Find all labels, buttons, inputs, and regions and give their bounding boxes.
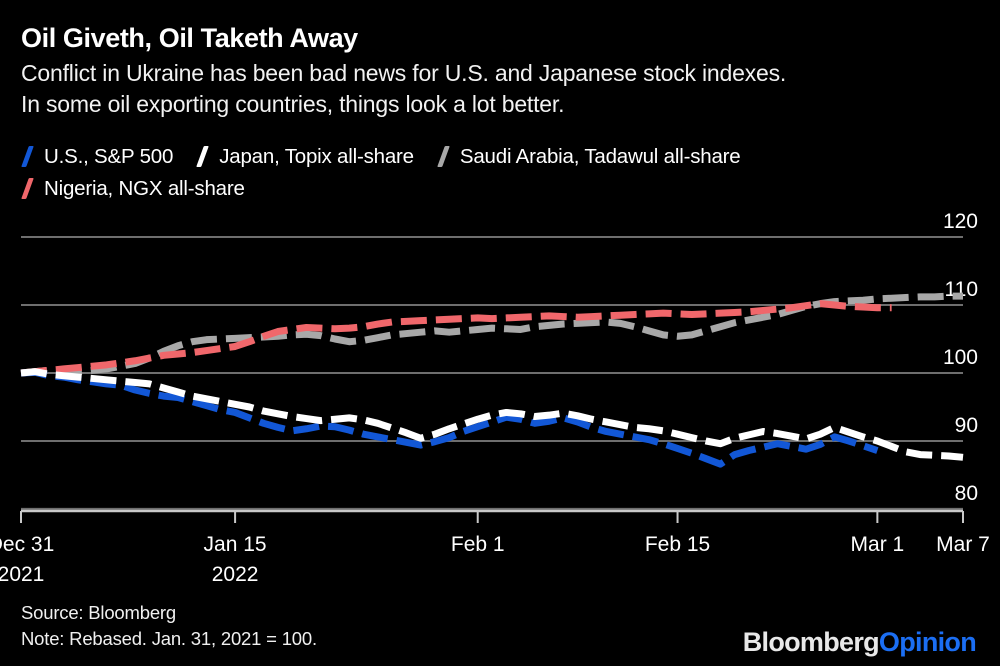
x-axis-labels: Dec 31 2021 Jan 15 2022 Feb 1 Feb 15 Mar 1 Mar …: [0, 511, 990, 586]
slash-swatch-icon: [437, 146, 453, 167]
series-line-3: [20, 292, 963, 377]
bloomberg-opinion-logo: BloombergOpinion: [742, 627, 977, 658]
chart-legend: U.S., S&P 500 Japan, Topix all-share Saudi…: [21, 143, 971, 202]
y-tick-label-100: 100: [943, 346, 978, 369]
slash-swatch-icon: [196, 146, 212, 167]
x-tick-label-5: Mar 7: [936, 533, 990, 556]
x-tick-year-0: 2021: [0, 563, 44, 586]
legend-label: Japan, Topix all-share: [219, 144, 414, 168]
legend-item-2[interactable]: Japan, Topix all-share: [196, 143, 414, 170]
legend-item-3[interactable]: Saudi Arabia, Tadawul all-share: [437, 143, 741, 170]
legend-label: U.S., S&P 500: [44, 144, 174, 168]
legend-item-1[interactable]: U.S., S&P 500: [21, 143, 173, 170]
rebase-note: Note: Rebased. Jan. 31, 2021 = 100.: [21, 628, 317, 649]
y-tick-label-90: 90: [955, 414, 978, 437]
slash-swatch-icon: [21, 178, 37, 199]
legend-label: Nigeria, NGX all-share: [44, 176, 245, 200]
series-line-2: [20, 368, 964, 461]
legend-item-4[interactable]: Nigeria, NGX all-share: [21, 175, 245, 202]
source-note: Source: Bloomberg: [21, 602, 176, 623]
y-tick-label-120: 120: [943, 210, 978, 233]
y-tick-label-110: 110: [945, 278, 978, 301]
y-tick-label-80: 80: [955, 482, 978, 505]
chart-subtitle-line-2: In some oil exporting countries, things …: [21, 91, 565, 117]
chart-subtitle-line-1: Conflict in Ukraine has been bad news fo…: [21, 60, 787, 86]
slash-swatch-icon: [21, 146, 37, 167]
y-axis-labels: 80 90 100 110 120: [943, 210, 978, 505]
x-tick-label-4: Mar 1: [851, 533, 905, 556]
series-line-1: [20, 368, 879, 468]
series-line-4: [20, 300, 892, 377]
x-tick-label-2: Feb 1: [451, 533, 505, 556]
x-tick-label-1: Jan 15: [204, 533, 267, 556]
x-tick-label-0: Dec 31: [0, 533, 54, 556]
legend-label: Saudi Arabia, Tadawul all-share: [459, 144, 741, 168]
chart-footnotes: Source: Bloomberg Note: Rebased. Jan. 31…: [21, 600, 317, 652]
brand-opinion: Opinion: [878, 627, 977, 657]
brand-bloomberg: Bloomberg: [742, 627, 880, 657]
chart-header: Oil Giveth, Oil Taketh Away Conflict in …: [21, 22, 971, 120]
x-tick-year-1: 2022: [212, 563, 259, 586]
x-tick-label-3: Feb 15: [645, 533, 710, 556]
gridlines: [21, 236, 963, 511]
chart-title: Oil Giveth, Oil Taketh Away: [21, 23, 358, 53]
chart-subtitle: Conflict in Ukraine has been bad news fo…: [21, 58, 971, 120]
